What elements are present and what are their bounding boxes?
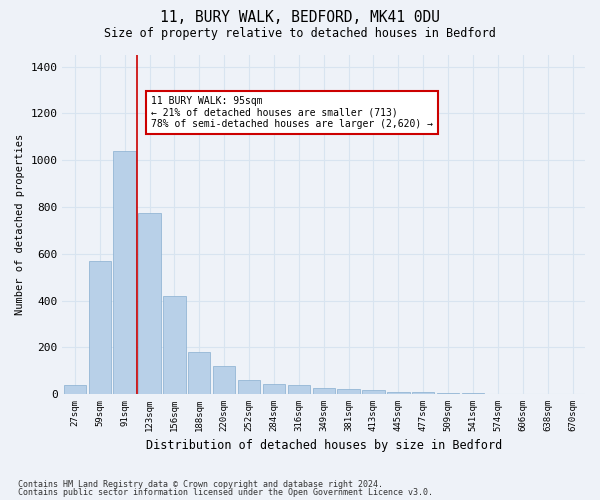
Text: 11 BURY WALK: 95sqm
← 21% of detached houses are smaller (713)
78% of semi-detac: 11 BURY WALK: 95sqm ← 21% of detached ho… xyxy=(151,96,433,129)
Text: Contains public sector information licensed under the Open Government Licence v3: Contains public sector information licen… xyxy=(18,488,433,497)
Text: 11, BURY WALK, BEDFORD, MK41 0DU: 11, BURY WALK, BEDFORD, MK41 0DU xyxy=(160,10,440,25)
Bar xyxy=(387,392,410,394)
Bar xyxy=(337,390,360,394)
Bar xyxy=(64,384,86,394)
Y-axis label: Number of detached properties: Number of detached properties xyxy=(15,134,25,315)
Bar xyxy=(362,390,385,394)
X-axis label: Distribution of detached houses by size in Bedford: Distribution of detached houses by size … xyxy=(146,440,502,452)
Bar xyxy=(213,366,235,394)
Bar xyxy=(163,296,185,394)
Bar xyxy=(113,151,136,394)
Bar xyxy=(287,384,310,394)
Bar xyxy=(263,384,285,394)
Bar xyxy=(139,213,161,394)
Text: Contains HM Land Registry data © Crown copyright and database right 2024.: Contains HM Land Registry data © Crown c… xyxy=(18,480,383,489)
Bar xyxy=(89,261,111,394)
Bar xyxy=(412,392,434,394)
Text: Size of property relative to detached houses in Bedford: Size of property relative to detached ho… xyxy=(104,28,496,40)
Bar xyxy=(238,380,260,394)
Bar xyxy=(188,352,211,394)
Bar xyxy=(313,388,335,394)
Bar xyxy=(437,393,460,394)
